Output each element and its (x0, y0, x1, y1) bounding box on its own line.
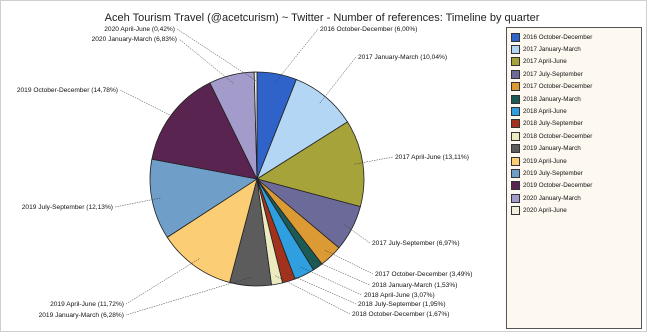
legend-label: 2020 April-June (523, 207, 567, 215)
legend-swatch (511, 82, 520, 92)
pie-slice (151, 82, 258, 180)
legend-swatch (511, 156, 520, 166)
slice-label: 2019 January-March (6,28%) (39, 312, 124, 319)
leader-line (319, 56, 357, 104)
legend-swatch (511, 131, 520, 141)
legend-label: 2019 January-March (523, 145, 581, 153)
legend-swatch (511, 168, 520, 178)
slice-label: 2018 July-September (1,95%) (358, 301, 446, 308)
legend-swatch (511, 32, 520, 42)
slice-label: 2017 October-December (3,49%) (375, 271, 473, 278)
legend-swatch (511, 181, 520, 191)
legend-item: 2017 January-March (507, 43, 641, 55)
leader-line (119, 89, 179, 120)
leader-line (324, 249, 374, 275)
legend-swatch (511, 57, 520, 67)
slice-label: 2017 July-September (6,97%) (372, 240, 460, 247)
chart-title: Aceh Tourism Travel (@acetcurism) ~ Twit… (105, 12, 540, 24)
legend-item: 2017 October-December (507, 81, 641, 93)
legend-swatch (511, 144, 520, 154)
leader-line (176, 28, 256, 81)
slice-label: 2018 January-March (1,53%) (372, 282, 457, 289)
leader-line (125, 277, 252, 316)
leader-line (275, 28, 319, 83)
legend-item: 2019 April-June (507, 155, 641, 167)
legend-item: 2018 January-March (507, 93, 641, 105)
legend-label: 2018 January-March (523, 95, 581, 103)
leader-line (114, 197, 161, 208)
leader-line (178, 38, 234, 84)
legend-swatch (511, 119, 520, 129)
slice-label: 2016 October-December (6,00%) (320, 26, 418, 33)
legend-label: 2018 July-September (523, 120, 583, 128)
legend-label: 2017 July-September (523, 70, 583, 78)
slice-label: 2019 April-June (11,72%) (50, 301, 124, 308)
slice-label: 2019 July-September (12,13%) (22, 204, 113, 211)
leader-line (125, 258, 200, 305)
legend-swatch (511, 206, 520, 216)
legend-label: 2019 July-September (523, 169, 583, 177)
slice-label: 2017 January-March (10,04%) (358, 54, 447, 61)
pie-slice (166, 178, 258, 283)
pie-slice (256, 121, 365, 208)
leader-line (344, 224, 371, 244)
leader-line (312, 259, 371, 286)
legend-item: 2018 April-June (507, 105, 641, 117)
legend-item: 2019 July-September (507, 167, 641, 179)
leader-line (286, 272, 357, 305)
slice-label: 2019 October-December (14,78%) (17, 87, 118, 94)
legend-swatch (511, 193, 520, 203)
legend-swatch (511, 94, 520, 104)
legend-label: 2018 October-December (523, 132, 593, 140)
legend-item: 2019 January-March (507, 143, 641, 155)
legend-item: 2020 April-June (507, 204, 641, 216)
legend-label: 2016 October-December (523, 33, 593, 41)
legend-label: 2018 April-June (523, 108, 567, 116)
legend-swatch (511, 45, 520, 55)
slice-label: 2017 April-June (13,11%) (395, 154, 469, 161)
leader-line (300, 266, 363, 296)
legend-item: 2019 October-December (507, 180, 641, 192)
legend-item: 2020 January-March (507, 192, 641, 204)
legend-label: 2017 April-June (523, 58, 567, 66)
legend-label: 2017 October-December (523, 83, 593, 91)
legend-label: 2017 January-March (523, 46, 581, 54)
legend-item: 2018 October-December (507, 130, 641, 142)
legend-swatch (511, 107, 520, 117)
legend-label: 2019 April-June (523, 157, 567, 165)
leader-line (275, 275, 351, 315)
slice-label: 2020 January-March (6,83%) (92, 36, 177, 43)
legend-label: 2020 January-March (523, 194, 581, 202)
legend-swatch (511, 69, 520, 79)
legend-label: 2019 October-December (523, 182, 593, 190)
leader-line (354, 156, 394, 165)
slice-label: 2018 April-June (3,07%) (364, 292, 435, 299)
slice-label: 2020 April-June (0,42%) (104, 26, 175, 33)
slice-label: 2018 October-December (1,67%) (352, 311, 450, 318)
legend-item: 2018 July-September (507, 118, 641, 130)
legend-item: 2016 October-December (507, 31, 641, 43)
pie-slice (253, 71, 258, 180)
chart-legend: 2016 October-December 2017 January-March 2… (506, 27, 642, 329)
legend-item: 2017 July-September (507, 68, 641, 80)
legend-item: 2017 April-June (507, 56, 641, 68)
